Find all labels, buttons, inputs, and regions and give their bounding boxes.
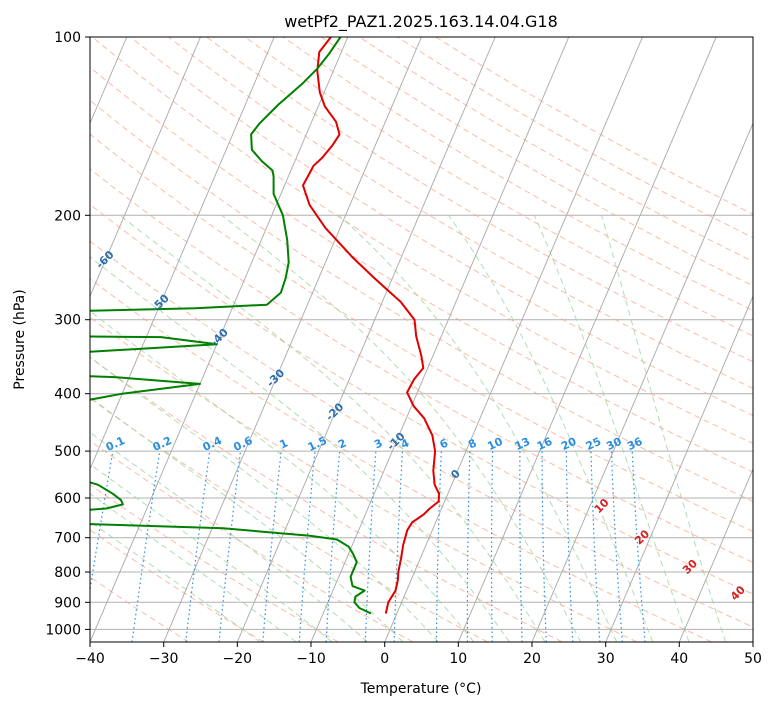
moist-adiabat-line: [601, 215, 727, 642]
mixing-ratio-line: [631, 451, 646, 642]
plot-frame: [89, 36, 754, 643]
y-tick-label: 1000: [45, 622, 81, 638]
isotherm-line: [678, 467, 753, 642]
moist-adiabat-line: [90, 310, 475, 642]
isotherm-line: [90, 37, 275, 471]
y-tick-label: 300: [54, 313, 81, 329]
y-tick-label: 600: [54, 491, 81, 507]
mixing-ratio-line: [262, 451, 282, 642]
chart-title: wetPf2_PAZ1.2025.163.14.04.G18: [284, 12, 558, 32]
x-tick-label: −20: [223, 651, 253, 667]
isotherm-line: [605, 295, 753, 642]
dry-adiabat-line: [90, 356, 563, 642]
moist-adiabats: [90, 214, 727, 642]
mixing-ratio-line: [519, 451, 523, 642]
dewpoint-profile-line: [90, 37, 372, 615]
moist-adiabat-line: [119, 214, 546, 642]
temperature-profile-line: [302, 37, 440, 614]
isotherm-line: [310, 37, 570, 642]
mixing-ratio-label: 30: [604, 435, 624, 453]
y-axis-label: Pressure (hPa): [12, 289, 28, 389]
moist-adiabat-line: [90, 396, 404, 642]
y-tick-label: 500: [54, 444, 81, 460]
isotherm-line: [163, 37, 422, 642]
isotherm-line: [531, 122, 753, 642]
isotherms: [90, 37, 753, 642]
moist-adiabat-line: [90, 493, 297, 642]
dry-adiabat-line: [282, 37, 753, 312]
moist-adiabat-line: [90, 463, 333, 642]
mixing-ratio-line: [565, 451, 574, 642]
isotherm-line: [384, 37, 643, 642]
mixing-ratio-label: 16: [535, 435, 555, 453]
mixing-ratio-label: 25: [584, 435, 603, 453]
dry-adiabat-line: [244, 37, 753, 337]
dry-adiabat-line: [90, 483, 339, 642]
mixing-ratio-label: 13: [513, 435, 532, 453]
x-tick-label: 10: [449, 651, 467, 667]
dry-adiabat-line: [90, 203, 753, 595]
moist-adiabat-line: [90, 356, 439, 642]
y-tick-label: 100: [54, 30, 81, 46]
dry-adiabat-line: [130, 37, 753, 417]
moist-adiabat-line: [533, 215, 690, 642]
mixing-ratio-line: [325, 451, 341, 642]
x-tick-label: 20: [523, 651, 541, 667]
mixing-ratio-line: [185, 451, 211, 642]
y-tick-label: 900: [54, 595, 81, 611]
dry-adiabat-line: [168, 37, 753, 389]
isotherm-line: [90, 37, 349, 642]
mixing-ratio-line: [364, 451, 377, 642]
moist-adiabat-line: [448, 215, 654, 642]
mixing-ratio-line: [218, 451, 242, 642]
mixing-ratio-line: [590, 451, 601, 642]
y-tick-label: 700: [54, 531, 81, 547]
x-tick-label: 50: [744, 651, 762, 667]
isotherm-line: [90, 37, 201, 298]
dry-adiabat-line: [90, 99, 753, 502]
dry-adiabat-line: [90, 316, 638, 642]
x-axis-label: Temperature (°C): [360, 681, 482, 697]
mixing-ratio-line: [131, 451, 161, 642]
mixing-ratio-label: 10: [485, 435, 505, 453]
x-axis: −40 −30 −20 −10 0 10 20 30 40 50: [75, 642, 762, 667]
dry-adiabat-line: [90, 133, 753, 533]
mixing-ratio-label: 36: [625, 435, 645, 453]
x-tick-label: −10: [296, 651, 326, 667]
dry-adiabat-line: [90, 529, 264, 642]
mixing-ratio-line: [435, 451, 442, 642]
y-tick-label: 400: [54, 387, 81, 403]
x-tick-label: 40: [670, 651, 688, 667]
isotherm-line: [236, 37, 496, 642]
x-tick-label: 0: [380, 651, 389, 667]
x-tick-label: −40: [75, 651, 105, 667]
dry-adiabats: [90, 37, 753, 642]
moist-adiabat-line: [338, 214, 618, 642]
plot-area: 0.10.20.40.611.52346810131620253036-100-…: [90, 37, 753, 642]
mixing-ratio-lines: [90, 450, 646, 642]
x-tick-label: −30: [149, 651, 179, 667]
dry-adiabat-line: [90, 240, 753, 628]
dry-adiabat-line: [90, 278, 712, 642]
mixing-ratio-line: [90, 450, 114, 594]
dry-adiabat-line: [91, 37, 753, 445]
mixing-ratio-line: [610, 451, 623, 642]
y-tick-label: 200: [54, 208, 81, 224]
isotherm-line: [457, 37, 717, 642]
mixing-ratio-line: [466, 451, 471, 642]
mixing-ratio-line: [541, 451, 547, 642]
mixing-ratio-line: [393, 451, 404, 642]
moist-adiabat-line: [221, 214, 582, 642]
y-tick-label: 800: [54, 565, 81, 581]
y-axis: 100 200 300 400 500 600 700 800 900 1000: [45, 30, 90, 638]
mixing-ratio-line: [298, 451, 316, 642]
moist-adiabat-line: [90, 520, 261, 642]
x-tick-label: 30: [597, 651, 615, 667]
moist-adiabat-line: [90, 431, 369, 642]
moist-adiabat-line: [90, 256, 510, 642]
sounding-series: [90, 37, 440, 615]
mixing-ratio-label: 20: [559, 435, 579, 453]
mixing-ratio-line: [490, 451, 494, 642]
